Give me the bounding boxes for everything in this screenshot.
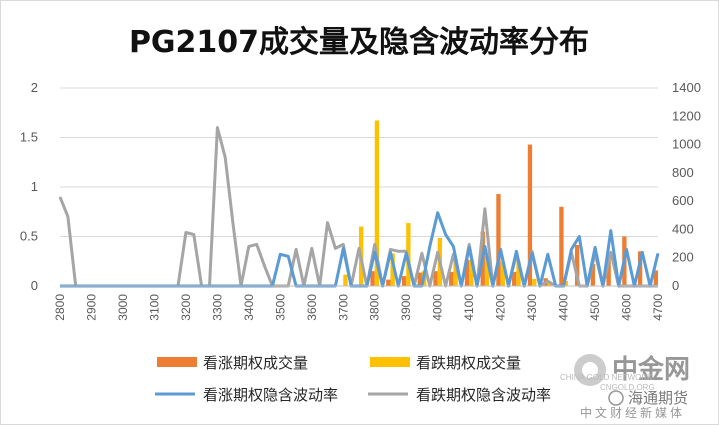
left-tick-label: 2 <box>31 80 38 95</box>
bar <box>606 259 611 286</box>
watermark-source: 海通期货 <box>628 389 688 407</box>
watermark: 中金网 CHINA GOLD NETWORK CNGOLD.ORG 海通期货 中… <box>560 354 690 420</box>
x-tick-label: 4400 <box>557 294 571 321</box>
watermark-small-text: CHINA GOLD NETWORK <box>560 373 653 382</box>
watermark-brand-en: CNGOLD.ORG <box>600 383 655 392</box>
x-tick-label: 3600 <box>305 294 319 321</box>
x-tick-label: 3800 <box>368 294 382 321</box>
legend: 看涨期权成交量 看跌期权成交量 看涨期权隐含波动率 看跌期权隐含波动率 <box>155 354 551 404</box>
watermark-brand: 中金网 <box>612 354 690 385</box>
bar <box>374 120 380 287</box>
bar <box>512 271 517 286</box>
right-tick-label: 800 <box>672 165 694 180</box>
bar <box>433 271 438 286</box>
bar <box>563 281 568 286</box>
legend-swatch-put-volume <box>370 357 410 367</box>
right-tick-label: 600 <box>672 193 694 208</box>
right-axis-ticks: 0 200 400 600 800 1000 1200 1400 <box>672 80 701 293</box>
bar <box>484 256 490 286</box>
x-tick-label: 2900 <box>84 294 98 321</box>
right-tick-label: 1200 <box>672 108 701 123</box>
x-tick-label: 2800 <box>53 294 67 321</box>
left-tick-label: 1 <box>31 179 38 194</box>
x-axis-ticks: 2800 2900 3000 3100 3200 3300 3400 3500 3600 3700… <box>53 294 665 321</box>
legend-label-put-iv: 看跌期权隐含波动率 <box>416 386 551 404</box>
x-tick-label: 4300 <box>525 294 539 321</box>
x-tick-label: 3500 <box>273 294 287 321</box>
left-axis-ticks: 0 0.5 1 1.5 2 <box>20 80 38 293</box>
right-tick-label: 1000 <box>672 137 701 152</box>
bar <box>559 206 564 286</box>
x-tick-label: 3700 <box>336 294 350 321</box>
bar <box>386 279 391 286</box>
bar <box>449 271 454 286</box>
bar <box>527 144 533 286</box>
x-tick-label: 3400 <box>242 294 256 321</box>
x-tick-label: 4200 <box>494 294 508 321</box>
bar <box>516 261 521 286</box>
bar <box>370 271 375 286</box>
right-tick-label: 1400 <box>672 80 701 95</box>
x-tick-label: 4600 <box>620 294 634 321</box>
bar <box>500 261 505 286</box>
x-tick-label: 4500 <box>588 294 602 321</box>
watermark-subtitle: 中文财经新媒体 <box>580 405 685 420</box>
right-tick-label: 200 <box>672 250 694 265</box>
bar <box>390 253 395 286</box>
x-tick-label: 3300 <box>210 294 224 321</box>
legend-label-put-volume: 看跌期权成交量 <box>416 354 521 372</box>
bar <box>417 272 422 286</box>
bar <box>532 278 537 286</box>
bar <box>637 251 643 286</box>
legend-label-call-iv: 看涨期权隐含波动率 <box>203 386 338 404</box>
bar <box>496 194 501 286</box>
bar <box>453 259 458 286</box>
left-tick-label: 0 <box>31 278 38 293</box>
x-tick-label: 4700 <box>651 294 665 321</box>
bar <box>653 270 658 286</box>
left-tick-label: 0.5 <box>20 229 38 244</box>
bar <box>574 244 580 286</box>
x-tick-label: 3000 <box>116 294 130 321</box>
right-tick-label: 400 <box>672 221 694 236</box>
bar <box>464 259 470 286</box>
bar <box>590 264 596 286</box>
bar <box>469 259 474 286</box>
bar <box>343 274 348 286</box>
left-tick-label: 1.5 <box>20 130 38 145</box>
wechat-icon <box>608 390 624 406</box>
x-tick-label: 3200 <box>179 294 193 321</box>
x-tick-label: 3900 <box>399 294 413 321</box>
bar <box>401 276 407 286</box>
legend-swatch-call-volume <box>157 357 197 367</box>
x-tick-label: 3100 <box>147 294 161 321</box>
x-tick-label: 4000 <box>431 294 445 321</box>
chart-title: PG2107成交量及隐含波动率分布 <box>129 25 589 60</box>
right-tick-label: 0 <box>672 278 679 293</box>
brand-logo-inner-icon <box>582 362 598 378</box>
legend-label-call-volume: 看涨期权成交量 <box>203 354 308 372</box>
x-tick-label: 4100 <box>462 294 476 321</box>
